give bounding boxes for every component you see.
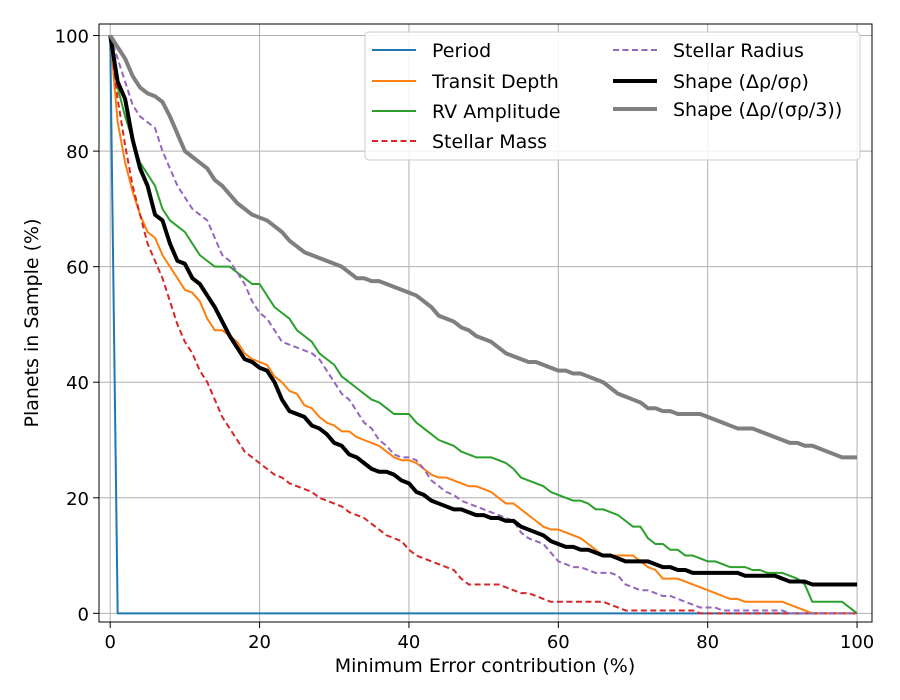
x-tick-label: 40 <box>397 632 420 653</box>
ticks: 0 20 40 60 80 100 0 20 40 60 80 100 <box>55 27 875 653</box>
legend-label-stellar-radius: Stellar Radius <box>673 40 804 62</box>
y-tick-label: 0 <box>78 604 89 625</box>
legend-label-transit-depth: Transit Depth <box>431 71 559 93</box>
legend: Period Transit Depth RV Amplitude Stellar M… <box>364 31 861 161</box>
x-tick-label: 0 <box>104 632 115 653</box>
x-tick-label: 80 <box>696 632 719 653</box>
y-axis-label: Planets in Sample (%) <box>21 218 43 427</box>
axes-frame <box>98 23 873 623</box>
series-line-stellar-mass <box>109 35 858 615</box>
x-tick-label: 60 <box>547 632 570 653</box>
series-line-stellar-radius <box>109 35 858 615</box>
x-tick-label: 20 <box>248 632 271 653</box>
y-tick-label: 100 <box>55 27 89 48</box>
series-line-shape-third <box>108 34 858 460</box>
legend-label-shape: Shape (Δρ/σρ) <box>673 71 809 93</box>
series-layer <box>108 34 858 615</box>
x-tick-label: 100 <box>840 632 874 653</box>
legend-label-period: Period <box>432 40 491 62</box>
series-line-rv-amplitude <box>109 35 858 615</box>
y-tick-label: 60 <box>66 258 89 279</box>
legend-label-rv-amplitude: RV Amplitude <box>432 101 561 123</box>
legend-label-shape-third: Shape (Δρ/(σρ/3)) <box>673 99 842 121</box>
legend-label-stellar-mass: Stellar Mass <box>432 131 547 153</box>
x-axis-label: Minimum Error contribution (%) <box>335 655 636 677</box>
series-line-period <box>109 35 858 615</box>
series-line-shape <box>108 35 858 587</box>
y-tick-label: 40 <box>66 373 89 394</box>
y-tick-label: 80 <box>66 142 89 163</box>
legend-box <box>364 31 861 161</box>
y-tick-label: 20 <box>66 489 89 510</box>
